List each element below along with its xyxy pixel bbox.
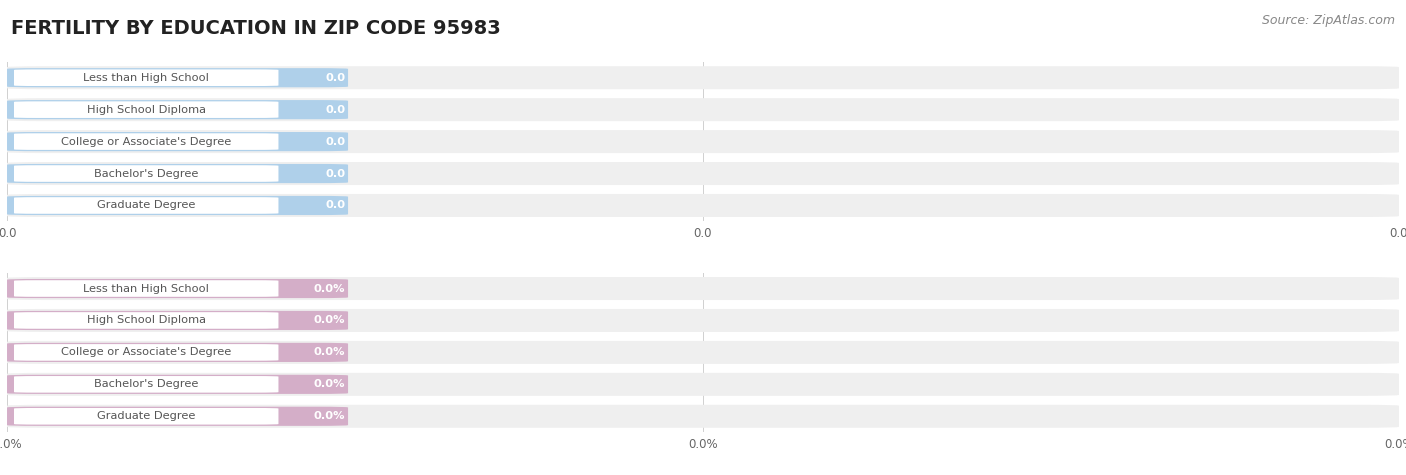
- FancyBboxPatch shape: [7, 130, 1399, 153]
- FancyBboxPatch shape: [7, 100, 349, 119]
- Text: 0.0: 0.0: [325, 137, 346, 147]
- FancyBboxPatch shape: [7, 373, 1399, 396]
- FancyBboxPatch shape: [14, 312, 278, 329]
- Text: Graduate Degree: Graduate Degree: [97, 200, 195, 210]
- FancyBboxPatch shape: [7, 277, 1399, 300]
- Text: Bachelor's Degree: Bachelor's Degree: [94, 380, 198, 390]
- FancyBboxPatch shape: [14, 344, 278, 361]
- Text: 0.0%: 0.0%: [314, 315, 346, 325]
- Text: Less than High School: Less than High School: [83, 284, 209, 294]
- FancyBboxPatch shape: [14, 408, 278, 425]
- FancyBboxPatch shape: [7, 343, 349, 362]
- Text: High School Diploma: High School Diploma: [87, 315, 205, 325]
- FancyBboxPatch shape: [14, 197, 278, 214]
- Text: Source: ZipAtlas.com: Source: ZipAtlas.com: [1261, 14, 1395, 27]
- FancyBboxPatch shape: [7, 164, 349, 183]
- FancyBboxPatch shape: [7, 98, 1399, 121]
- FancyBboxPatch shape: [7, 196, 349, 215]
- FancyBboxPatch shape: [7, 407, 349, 426]
- FancyBboxPatch shape: [14, 165, 278, 182]
- FancyBboxPatch shape: [14, 376, 278, 393]
- FancyBboxPatch shape: [14, 69, 278, 86]
- Text: College or Associate's Degree: College or Associate's Degree: [60, 137, 232, 147]
- FancyBboxPatch shape: [7, 132, 349, 151]
- FancyBboxPatch shape: [7, 68, 349, 87]
- Text: High School Diploma: High School Diploma: [87, 104, 205, 114]
- FancyBboxPatch shape: [7, 162, 1399, 185]
- FancyBboxPatch shape: [7, 66, 1399, 89]
- Text: Graduate Degree: Graduate Degree: [97, 411, 195, 421]
- Text: 0.0%: 0.0%: [314, 411, 346, 421]
- Text: 0.0: 0.0: [325, 104, 346, 114]
- FancyBboxPatch shape: [7, 405, 1399, 428]
- FancyBboxPatch shape: [14, 101, 278, 118]
- Text: 0.0%: 0.0%: [314, 380, 346, 390]
- Text: 0.0%: 0.0%: [314, 284, 346, 294]
- FancyBboxPatch shape: [7, 341, 1399, 364]
- FancyBboxPatch shape: [7, 375, 349, 394]
- Text: 0.0%: 0.0%: [314, 347, 346, 357]
- Text: College or Associate's Degree: College or Associate's Degree: [60, 347, 232, 357]
- FancyBboxPatch shape: [7, 309, 1399, 332]
- Text: Bachelor's Degree: Bachelor's Degree: [94, 169, 198, 179]
- Text: Less than High School: Less than High School: [83, 73, 209, 83]
- Text: 0.0: 0.0: [325, 73, 346, 83]
- FancyBboxPatch shape: [14, 280, 278, 297]
- Text: 0.0: 0.0: [325, 169, 346, 179]
- FancyBboxPatch shape: [14, 133, 278, 150]
- FancyBboxPatch shape: [7, 194, 1399, 217]
- Text: 0.0: 0.0: [325, 200, 346, 210]
- FancyBboxPatch shape: [7, 311, 349, 330]
- Text: FERTILITY BY EDUCATION IN ZIP CODE 95983: FERTILITY BY EDUCATION IN ZIP CODE 95983: [11, 19, 501, 38]
- FancyBboxPatch shape: [7, 279, 349, 298]
